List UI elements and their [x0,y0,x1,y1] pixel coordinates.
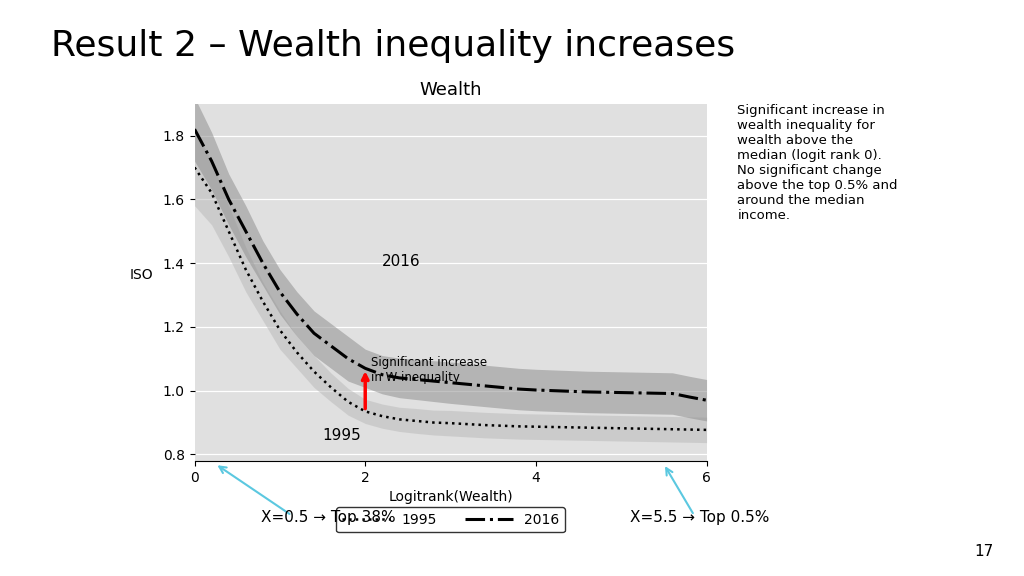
2016 [291,310,303,317]
1995 [513,423,525,430]
2016 [257,260,269,267]
Y-axis label: ISO: ISO [130,268,154,282]
2016 [478,382,490,389]
1995 [257,298,269,305]
2016 [547,387,559,394]
2016 [188,126,201,132]
1995 [478,422,490,429]
2016 [564,388,577,395]
X-axis label: Logitrank(Wealth): Logitrank(Wealth) [388,490,513,504]
1995 [291,349,303,356]
2016 [359,365,372,372]
1995 [444,420,457,427]
2016 [342,355,354,362]
2016 [444,379,457,386]
1995 [564,424,577,431]
2016 [206,158,218,165]
1995 [222,228,234,234]
Title: Wealth: Wealth [419,81,482,99]
2016 [632,389,644,396]
1995 [308,368,321,375]
1995 [496,422,508,429]
1995 [342,399,354,406]
2016 [667,390,679,397]
Text: Result 2 – Wealth inequality increases: Result 2 – Wealth inequality increases [51,29,735,63]
2016 [427,378,439,385]
2016 [649,390,662,397]
2016 [700,397,713,404]
1995 [393,416,406,423]
1995 [240,266,252,273]
Line: 2016: 2016 [195,129,707,400]
Text: Significant increase in
wealth inequality for
wealth above the
median (logit ran: Significant increase in wealth inequalit… [737,104,898,222]
2016 [615,389,628,396]
1995 [411,418,423,425]
1995 [581,424,593,431]
2016 [581,388,593,395]
2016 [683,393,695,400]
1995 [376,412,388,419]
2016 [325,343,337,350]
Legend: 1995, 2016: 1995, 2016 [336,507,565,532]
Text: 1995: 1995 [323,428,361,443]
1995 [667,426,679,433]
2016 [598,389,610,396]
1995 [427,419,439,426]
2016 [462,381,474,388]
2016 [393,374,406,381]
1995 [649,426,662,433]
1995 [529,423,542,430]
1995 [547,423,559,430]
Line: 1995: 1995 [195,168,707,430]
1995 [632,425,644,432]
2016 [513,385,525,392]
1995 [615,425,628,432]
1995 [188,164,201,171]
Text: Significant increase
in W inequality: Significant increase in W inequality [371,356,487,384]
Text: 2016: 2016 [382,254,421,270]
2016 [240,228,252,234]
2016 [273,289,286,295]
1995 [598,425,610,431]
2016 [496,384,508,391]
1995 [273,327,286,334]
2016 [529,386,542,393]
1995 [683,426,695,433]
1995 [359,408,372,415]
1995 [325,384,337,391]
Text: 17: 17 [974,544,993,559]
2016 [376,372,388,378]
1995 [206,190,218,196]
2016 [308,330,321,337]
2016 [411,376,423,383]
1995 [700,426,713,433]
1995 [462,420,474,427]
Text: X=5.5 → Top 0.5%: X=5.5 → Top 0.5% [630,510,769,525]
2016 [222,196,234,203]
Text: X=0.5 → Top 38%: X=0.5 → Top 38% [261,510,395,525]
